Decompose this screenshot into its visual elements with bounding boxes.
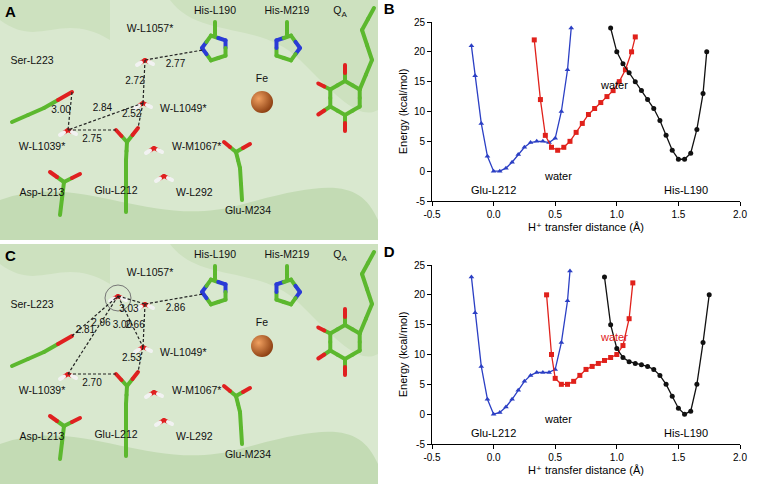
- svg-text:W-L1049*: W-L1049*: [160, 102, 207, 114]
- svg-text:W-L1049*: W-L1049*: [160, 346, 207, 358]
- svg-text:H⁺ transfer distance (Å): H⁺ transfer distance (Å): [528, 221, 644, 233]
- svg-text:2.96: 2.96: [91, 316, 111, 328]
- svg-text:Asp-L213: Asp-L213: [20, 186, 65, 198]
- svg-text:3.00: 3.00: [51, 104, 71, 115]
- svg-text:A: A: [5, 3, 16, 20]
- svg-text:1.0: 1.0: [610, 209, 624, 220]
- svg-text:Glu-M234: Glu-M234: [225, 448, 271, 460]
- svg-text:water: water: [544, 170, 572, 182]
- svg-text:water: water: [600, 331, 628, 343]
- svg-text:Fe: Fe: [256, 72, 268, 84]
- svg-text:3.03: 3.03: [119, 303, 139, 314]
- svg-text:C: C: [5, 247, 16, 264]
- svg-text:25: 25: [414, 260, 426, 271]
- svg-text:2.0: 2.0: [733, 209, 747, 220]
- svg-text:water: water: [600, 79, 628, 91]
- svg-text:10: 10: [414, 106, 426, 117]
- svg-text:W-L292: W-L292: [176, 430, 213, 442]
- svg-text:W-L1039*: W-L1039*: [19, 140, 66, 152]
- svg-text:Energy (kcal/mol): Energy (kcal/mol): [397, 312, 409, 398]
- svg-text:10: 10: [414, 349, 426, 360]
- svg-text:H⁺ transfer distance (Å): H⁺ transfer distance (Å): [528, 464, 644, 476]
- svg-text:0: 0: [419, 409, 425, 420]
- svg-text:Ser-L223: Ser-L223: [10, 298, 53, 310]
- svg-text:W-L1057*: W-L1057*: [127, 266, 174, 278]
- svg-text:W-M1067*: W-M1067*: [172, 384, 221, 396]
- svg-text:His-L190: His-L190: [664, 184, 708, 196]
- svg-text:Glu-L212: Glu-L212: [94, 184, 137, 196]
- svg-text:His-M219: His-M219: [265, 4, 310, 16]
- svg-text:0.5: 0.5: [548, 452, 562, 463]
- svg-text:15: 15: [414, 76, 426, 87]
- svg-text:2.77: 2.77: [166, 58, 186, 69]
- svg-text:Glu-L212: Glu-L212: [471, 184, 516, 196]
- svg-text:QA: QA: [333, 248, 347, 263]
- svg-text:Glu-L212: Glu-L212: [471, 427, 516, 439]
- svg-text:1.5: 1.5: [671, 452, 685, 463]
- svg-text:5: 5: [419, 136, 425, 147]
- svg-text:-0.5: -0.5: [423, 209, 441, 220]
- svg-text:-5: -5: [416, 439, 425, 450]
- svg-text:2.66: 2.66: [125, 319, 145, 330]
- svg-text:2.52: 2.52: [122, 108, 142, 119]
- svg-text:0.0: 0.0: [487, 452, 501, 463]
- svg-text:QA: QA: [333, 4, 347, 19]
- svg-text:0.5: 0.5: [548, 209, 562, 220]
- svg-text:W-M1067*: W-M1067*: [172, 140, 221, 152]
- svg-text:0: 0: [419, 166, 425, 177]
- svg-text:Glu-M234: Glu-M234: [225, 204, 271, 216]
- svg-text:-0.5: -0.5: [423, 452, 441, 463]
- svg-text:-5: -5: [416, 196, 425, 207]
- svg-text:0.0: 0.0: [487, 209, 501, 220]
- svg-text:2.75: 2.75: [82, 133, 102, 144]
- svg-text:5: 5: [419, 379, 425, 390]
- svg-text:15: 15: [414, 319, 426, 330]
- svg-text:2.84: 2.84: [93, 102, 113, 113]
- svg-text:20: 20: [414, 289, 426, 300]
- svg-text:20: 20: [414, 46, 426, 57]
- svg-text:His-L190: His-L190: [664, 427, 708, 439]
- svg-text:2.53: 2.53: [122, 352, 142, 363]
- svg-text:His-L190: His-L190: [194, 248, 236, 260]
- svg-text:1.5: 1.5: [671, 209, 685, 220]
- svg-text:2.0: 2.0: [733, 452, 747, 463]
- svg-text:Asp-L213: Asp-L213: [20, 430, 65, 442]
- svg-text:1.0: 1.0: [610, 452, 624, 463]
- svg-text:B: B: [384, 0, 395, 17]
- svg-text:His-M219: His-M219: [265, 248, 310, 260]
- svg-text:His-L190: His-L190: [194, 4, 236, 16]
- svg-text:Glu-L212: Glu-L212: [94, 428, 137, 440]
- svg-text:2.72: 2.72: [125, 75, 145, 86]
- svg-text:Fe: Fe: [256, 316, 268, 328]
- svg-text:3.00: 3.00: [112, 319, 133, 331]
- svg-text:W-L1057*: W-L1057*: [127, 22, 174, 34]
- svg-text:2.70: 2.70: [82, 377, 102, 388]
- svg-text:2.81: 2.81: [76, 324, 96, 335]
- svg-text:D: D: [384, 243, 395, 260]
- svg-text:Ser-L223: Ser-L223: [10, 54, 53, 66]
- svg-text:25: 25: [414, 17, 426, 28]
- svg-text:W-L1039*: W-L1039*: [19, 384, 66, 396]
- svg-text:water: water: [544, 413, 572, 425]
- svg-text:Energy (kcal/mol): Energy (kcal/mol): [397, 69, 409, 155]
- svg-text:2.86: 2.86: [166, 302, 186, 313]
- svg-text:W-L292: W-L292: [176, 186, 213, 198]
